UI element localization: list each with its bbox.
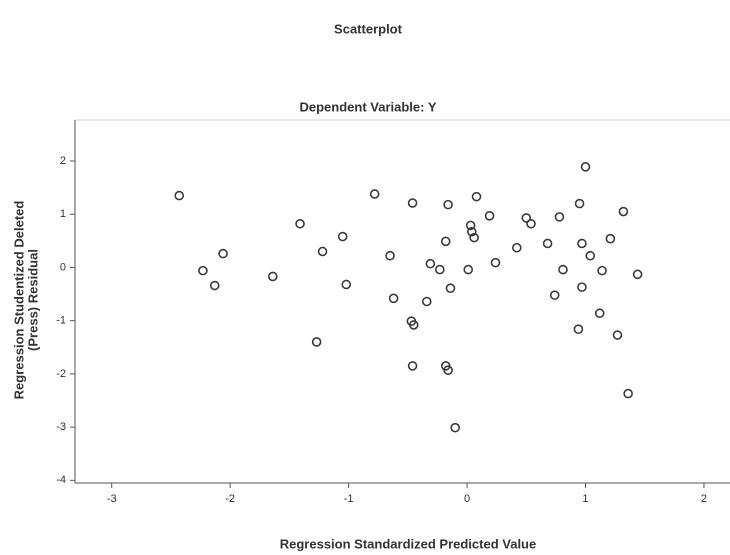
- y-tick-label: 1: [60, 208, 66, 220]
- y-tick-label: -2: [56, 368, 66, 380]
- point: [199, 267, 207, 275]
- point: [313, 338, 321, 346]
- point: [451, 424, 459, 432]
- point: [269, 272, 277, 280]
- y-tick-label: -3: [56, 421, 66, 433]
- point: [596, 309, 604, 317]
- point: [559, 266, 567, 274]
- point: [527, 220, 535, 228]
- point: [296, 220, 304, 228]
- point: [446, 284, 454, 292]
- x-tick-label: -2: [225, 493, 235, 505]
- point: [371, 190, 379, 198]
- y-tick-label: 0: [60, 261, 66, 273]
- y-axis-label: Regression Studentized Deleted: [11, 201, 26, 400]
- point: [555, 213, 563, 221]
- x-tick-label: -3: [107, 493, 117, 505]
- point: [578, 283, 586, 291]
- point: [576, 200, 584, 208]
- x-tick-label: -1: [344, 493, 354, 505]
- point: [444, 201, 452, 209]
- point: [544, 239, 552, 247]
- point: [436, 266, 444, 274]
- point: [613, 331, 621, 339]
- y-axis-label: (Press) Residual: [25, 249, 40, 351]
- point: [342, 280, 350, 288]
- y-tick-label: -4: [56, 474, 66, 486]
- point: [409, 362, 417, 370]
- chart-title: Scatterplot: [334, 21, 403, 36]
- point: [486, 212, 494, 220]
- point: [426, 260, 434, 268]
- point: [319, 247, 327, 255]
- y-tick-label: 2: [60, 155, 66, 167]
- point: [598, 267, 606, 275]
- point: [423, 298, 431, 306]
- x-tick-label: 1: [582, 493, 588, 505]
- point: [339, 233, 347, 241]
- point: [211, 282, 219, 290]
- x-tick-label: 2: [701, 493, 707, 505]
- point: [513, 244, 521, 252]
- chart-subtitle: Dependent Variable: Y: [299, 99, 436, 114]
- point: [175, 192, 183, 200]
- point: [624, 390, 632, 398]
- x-tick-label: 0: [464, 493, 470, 505]
- point: [386, 252, 394, 260]
- point: [606, 235, 614, 243]
- point: [581, 163, 589, 171]
- point: [464, 266, 472, 274]
- point: [578, 239, 586, 247]
- point: [219, 250, 227, 258]
- point: [634, 270, 642, 278]
- x-axis-label: Regression Standardized Predicted Value: [280, 536, 536, 551]
- point: [409, 199, 417, 207]
- point: [551, 291, 559, 299]
- point: [473, 193, 481, 201]
- point: [390, 294, 398, 302]
- chart: Scatterplot Dependent Variable: Y Regres…: [0, 0, 730, 555]
- point: [491, 259, 499, 267]
- y-tick-label: -1: [56, 315, 66, 327]
- point: [442, 237, 450, 245]
- point: [586, 252, 594, 260]
- point: [619, 208, 627, 216]
- point: [574, 325, 582, 333]
